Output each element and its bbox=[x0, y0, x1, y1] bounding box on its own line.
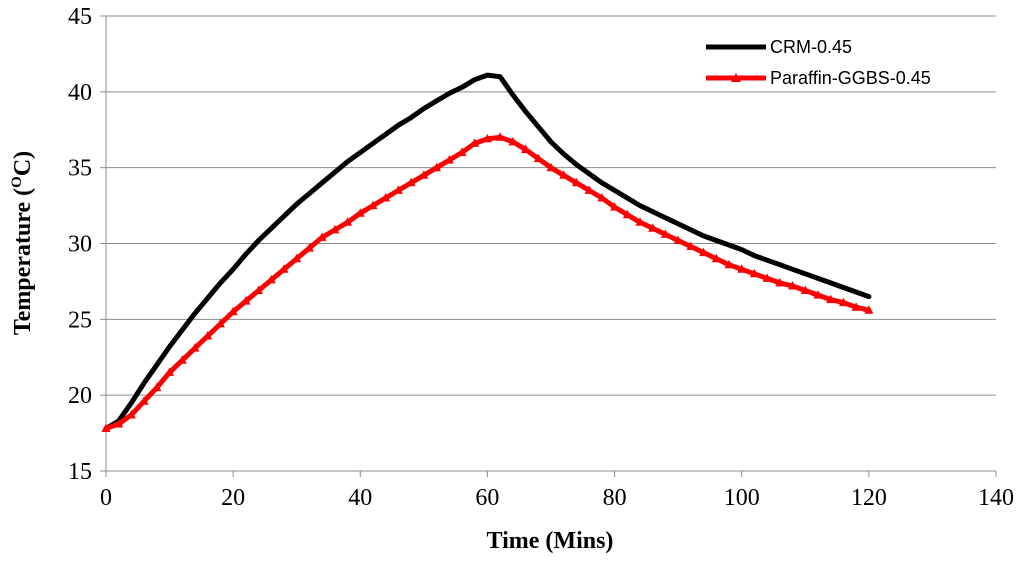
y-tick-label-25: 25 bbox=[68, 307, 92, 333]
series-1-marker-25 bbox=[419, 170, 429, 179]
y-tick-label-15: 15 bbox=[68, 459, 92, 485]
series-1-marker-1 bbox=[114, 419, 124, 428]
series-1-marker-22 bbox=[381, 193, 391, 202]
series-1-marker-36 bbox=[559, 170, 569, 179]
x-tick-label-80: 80 bbox=[603, 485, 627, 511]
series-1-marker-31 bbox=[495, 132, 505, 141]
series-1-marker-34 bbox=[533, 153, 543, 163]
series-1-marker-6 bbox=[177, 355, 187, 364]
series-1-marker-54 bbox=[788, 281, 798, 290]
x-tick-label-100: 100 bbox=[724, 485, 760, 511]
series-1-marker-55 bbox=[800, 285, 810, 294]
y-tick-label-30: 30 bbox=[68, 232, 92, 258]
series-1-marker-48 bbox=[711, 253, 721, 263]
series-1-marker-4 bbox=[152, 382, 162, 392]
data-series bbox=[101, 72, 874, 432]
series-1-marker-0 bbox=[101, 423, 111, 432]
series-1-marker-46 bbox=[686, 241, 696, 250]
series-1-marker-60 bbox=[864, 305, 874, 314]
series-1-marker-19 bbox=[343, 217, 353, 226]
series-1-marker-33 bbox=[521, 144, 531, 153]
tick-labels: 15 20 25 30 35 40 45 0 20 40 60 80 100 120 140 bbox=[68, 4, 1014, 511]
series-1-marker-23 bbox=[393, 185, 403, 194]
series-1-marker-3 bbox=[139, 396, 149, 405]
series-1-marker-30 bbox=[482, 133, 492, 143]
series-1-marker-44 bbox=[660, 229, 670, 238]
series-1-marker-26 bbox=[432, 162, 442, 172]
series-1-marker-49 bbox=[724, 259, 734, 269]
x-tick-label-60: 60 bbox=[475, 485, 499, 511]
legend-marker-paraffin bbox=[731, 73, 741, 82]
y-axis-title-superscript: O bbox=[9, 176, 25, 188]
series-1-marker-13 bbox=[266, 274, 276, 284]
series-1-marker-18 bbox=[330, 224, 340, 234]
y-tick-label-20: 20 bbox=[68, 383, 92, 409]
series-1-marker-57 bbox=[826, 294, 836, 304]
legend-label-crm: CRM-0.45 bbox=[770, 37, 852, 57]
series-1-marker-21 bbox=[368, 200, 378, 210]
x-tick-label-0: 0 bbox=[100, 485, 112, 511]
series-1-marker-7 bbox=[190, 343, 200, 352]
series-1-marker-35 bbox=[546, 162, 556, 172]
x-tick-label-40: 40 bbox=[348, 485, 372, 511]
series-1-marker-28 bbox=[457, 147, 467, 156]
legend: CRM-0.45 Paraffin-GGBS-0.45 bbox=[706, 37, 931, 88]
series-1-marker-12 bbox=[254, 285, 264, 294]
series-1-marker-29 bbox=[470, 138, 480, 147]
series-1-marker-50 bbox=[737, 264, 747, 273]
series-1-marker-38 bbox=[584, 185, 594, 194]
y-tick-label-45: 45 bbox=[68, 4, 92, 30]
series-1-marker-47 bbox=[699, 247, 709, 257]
y-axis-title-tail: C) bbox=[10, 151, 36, 176]
series-1-marker-56 bbox=[813, 290, 823, 299]
series-1-marker-42 bbox=[635, 217, 645, 226]
series-line-0 bbox=[103, 72, 872, 431]
series-1-marker-10 bbox=[228, 306, 238, 316]
series-1-marker-8 bbox=[203, 331, 213, 340]
y-tick-label-35: 35 bbox=[68, 156, 92, 182]
series-1-marker-52 bbox=[762, 273, 772, 282]
series-1-marker-5 bbox=[165, 367, 175, 376]
series-1-marker-39 bbox=[597, 193, 607, 202]
series-1-marker-16 bbox=[304, 243, 314, 252]
series-1-marker-58 bbox=[838, 297, 848, 307]
series-1-marker-27 bbox=[444, 155, 454, 164]
y-tick-label-40: 40 bbox=[68, 80, 92, 106]
series-1-marker-59 bbox=[851, 302, 861, 311]
series-1-marker-32 bbox=[508, 136, 518, 146]
series-1-marker-43 bbox=[648, 223, 658, 232]
series-1-marker-41 bbox=[622, 209, 632, 219]
series-1-marker-37 bbox=[571, 177, 581, 187]
series-1-marker-14 bbox=[279, 264, 289, 273]
series-1-marker-51 bbox=[749, 268, 759, 278]
x-tick-label-140: 140 bbox=[978, 485, 1014, 511]
series-1-marker-45 bbox=[673, 235, 683, 244]
legend-label-paraffin: Paraffin-GGBS-0.45 bbox=[770, 68, 931, 88]
x-tick-label-120: 120 bbox=[851, 485, 887, 511]
x-tick-label-20: 20 bbox=[221, 485, 245, 511]
series-1-marker-20 bbox=[355, 208, 365, 217]
series-1-marker-15 bbox=[292, 253, 302, 263]
series-1-marker-9 bbox=[215, 318, 225, 328]
axes bbox=[100, 15, 997, 477]
series-1-marker-11 bbox=[241, 296, 251, 305]
y-axis-title: Temperature (OC) bbox=[9, 151, 36, 335]
series-1-marker-24 bbox=[406, 177, 416, 187]
series-1-marker-40 bbox=[610, 202, 620, 211]
series-1-marker-17 bbox=[317, 232, 327, 241]
series-1-marker-53 bbox=[775, 277, 785, 287]
series-1-marker-2 bbox=[126, 409, 136, 419]
y-axis-title-main: Temperature ( bbox=[10, 188, 36, 335]
x-axis-title: Time (Mins) bbox=[487, 528, 614, 554]
